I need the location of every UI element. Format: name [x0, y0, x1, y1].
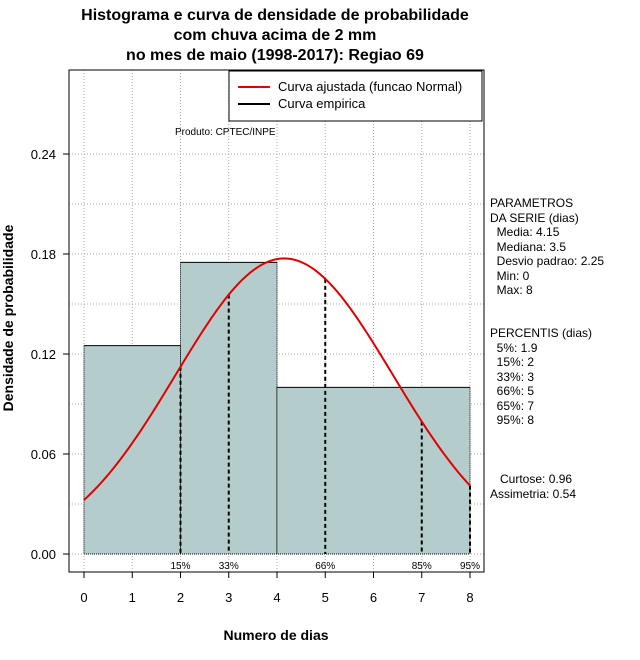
product-label: Produto: CPTEC/INPE [175, 127, 276, 138]
percentile-label-4: 85% [412, 561, 432, 572]
legend: Curva ajustada (funcao Normal) Curva emp… [228, 70, 483, 122]
percentile-label-2: 33% [219, 561, 239, 572]
bar-fill [277, 387, 470, 554]
percentil-95: 95%: 8 [496, 413, 535, 427]
stat-assimetria: Assimetria: 0.54 [490, 486, 577, 501]
y-tick-label: 0.00 [31, 547, 56, 562]
histogram-bars [83, 261, 471, 555]
x-tick-label: 1 [129, 590, 136, 605]
legend-empirical-label: Curva empirica [278, 96, 366, 111]
percentile-label-5: 95% [460, 561, 480, 572]
percentil-65: 65%: 7 [496, 398, 535, 413]
legend-box [228, 70, 483, 122]
percentile-label-3: 66% [315, 561, 335, 572]
params-header1: PARAMETROS [490, 196, 574, 210]
y-tick-label: 0.18 [31, 247, 56, 262]
stat-curtose: Curtose: 0.96 [500, 472, 573, 486]
percentil-33: 33%: 3 [496, 369, 535, 384]
histogram-bar-1 [83, 345, 181, 554]
percentile-markers: 15% 33% 66% 85% 95% [170, 278, 480, 572]
params-header2: DA SERIE (dias) [490, 210, 579, 225]
fitted-normal-curve [83, 257, 471, 501]
bar-fill [84, 345, 181, 554]
params-block: PARAMETROS DA SERIE (dias) Media: 4.15 M… [490, 196, 604, 298]
chart-title-line2: com chuva acima de 2 mm [173, 27, 377, 44]
chart-title-line3: no mes de maio (1998-2017): Regiao 69 [126, 47, 424, 64]
legend-fitted-label: Curva ajustada (funcao Normal) [278, 79, 462, 94]
param-min: Min: 0 [496, 268, 530, 283]
percentil-5: 5%: 1.9 [496, 340, 538, 355]
param-mediana: Mediana: 3.5 [496, 239, 567, 254]
param-desvio: Desvio padrao: 2.25 [496, 254, 605, 268]
y-tick-label: 0.24 [31, 147, 56, 162]
percentis-header: PERCENTIS (dias) [490, 326, 593, 340]
x-tick-label: 3 [225, 590, 232, 605]
y-tick-label: 0.06 [31, 447, 56, 462]
x-tick-label: 6 [370, 590, 377, 605]
param-media: Media: 4.15 [496, 225, 560, 239]
x-tick-label: 4 [273, 590, 280, 605]
x-tick-label: 7 [418, 590, 425, 605]
x-tick-label: 8 [466, 590, 473, 605]
percentis-block: PERCENTIS (dias) 5%: 1.9 15%: 2 33%: 3 6… [490, 326, 592, 428]
percentil-15: 15%: 2 [496, 355, 535, 369]
percentile-label-1: 15% [170, 561, 190, 572]
y-axis-label: Densidade de probabilidade [0, 224, 16, 411]
axes: 0 1 2 3 4 5 6 7 8 0.00 0.06 0.12 0.18 0.24 [31, 147, 474, 605]
param-max: Max: 8 [496, 283, 533, 297]
y-tick-label: 0.12 [31, 347, 56, 362]
x-tick-label: 2 [177, 590, 184, 605]
x-axis-label: Numero de dias [223, 627, 328, 643]
x-tick-label: 0 [80, 590, 87, 605]
percentil-66: 66%: 5 [496, 384, 535, 398]
stats-block: Curtose: 0.96 Assimetria: 0.54 [490, 472, 576, 501]
histogram-bar-3 [276, 386, 471, 554]
chart-title-line1: Histograma e curva de densidade de proba… [81, 7, 469, 24]
x-tick-label: 5 [322, 590, 329, 605]
